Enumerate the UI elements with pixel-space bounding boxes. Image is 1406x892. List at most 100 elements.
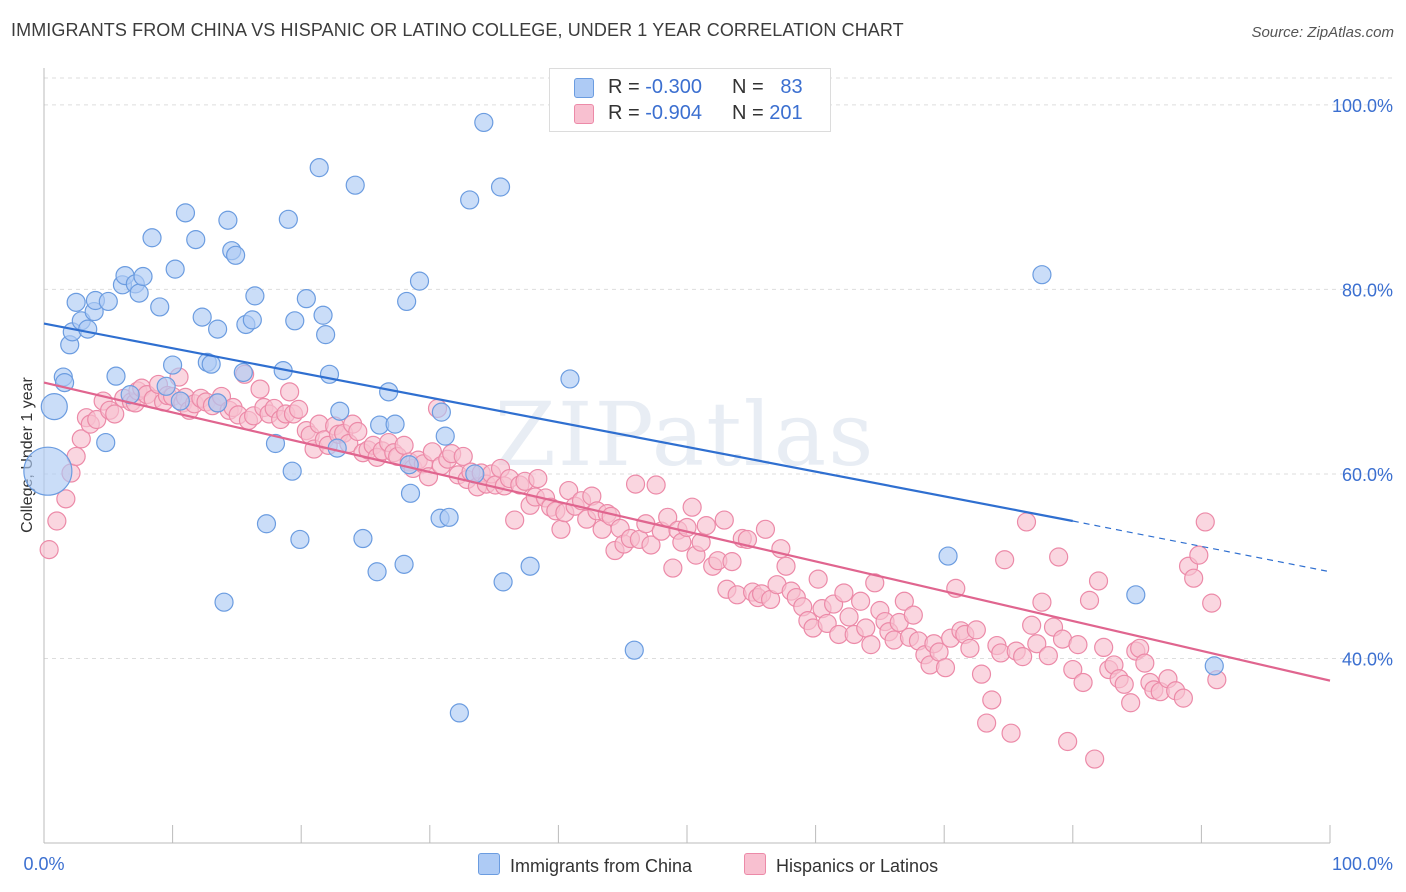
hispanic-point xyxy=(977,713,997,733)
hispanic-point xyxy=(982,690,1002,710)
china-point xyxy=(23,446,73,496)
china-point xyxy=(385,414,405,434)
hispanic-point xyxy=(851,591,871,611)
china-point xyxy=(98,291,118,312)
hispanic-point xyxy=(646,475,666,495)
legend-swatch-china xyxy=(478,853,500,875)
china-point xyxy=(175,203,196,223)
hispanic-point xyxy=(865,573,885,593)
hispanic-point xyxy=(682,497,702,517)
china-point xyxy=(394,554,414,574)
hispanic-point xyxy=(1121,693,1141,713)
legend-item-hispanic[interactable]: Hispanics or Latinos xyxy=(744,853,938,877)
y-tick-label: 60.0% xyxy=(1342,465,1393,485)
hispanic-point xyxy=(528,468,548,489)
hispanic-point xyxy=(1063,659,1083,680)
hispanic-point xyxy=(1184,568,1204,588)
china-point xyxy=(624,640,644,660)
china-point xyxy=(409,271,430,291)
china-point xyxy=(165,259,185,279)
hispanic-point xyxy=(1068,635,1088,655)
china-point xyxy=(278,209,298,229)
china-point xyxy=(156,376,176,396)
china-point xyxy=(208,319,228,339)
hispanic-point xyxy=(903,605,923,625)
x-tick-label: 0.0% xyxy=(23,854,64,874)
hispanic-point xyxy=(1085,749,1105,769)
source-label: Source: ZipAtlas.com xyxy=(1251,24,1394,41)
hispanic-point xyxy=(696,516,716,536)
hispanic-point xyxy=(1058,731,1078,752)
chart-title: IMMIGRANTS FROM CHINA VS HISPANIC OR LAT… xyxy=(11,20,904,40)
n-value-hispanic: 201 xyxy=(769,102,803,124)
china-point xyxy=(142,228,162,248)
hispanic-point xyxy=(995,550,1015,570)
data-points xyxy=(23,112,1227,769)
hispanic-point xyxy=(966,620,986,640)
china-point xyxy=(938,546,958,566)
china-point xyxy=(1032,265,1052,285)
china-point xyxy=(170,391,190,411)
china-point xyxy=(1126,585,1146,605)
china-point xyxy=(290,529,310,550)
n-value-china: 83 xyxy=(780,76,803,98)
china-point xyxy=(296,289,316,309)
china-point xyxy=(133,266,153,287)
legend-label-china: Immigrants from China xyxy=(510,856,693,876)
china-point xyxy=(431,402,451,422)
hispanic-point xyxy=(641,535,661,555)
china-point xyxy=(186,230,206,250)
hispanic-point xyxy=(289,399,309,419)
r-label: R = xyxy=(608,76,640,98)
china-point xyxy=(345,175,365,195)
hispanic-point xyxy=(808,569,828,589)
hispanic-point xyxy=(71,429,91,449)
china-point xyxy=(285,311,305,331)
hispanic-point xyxy=(505,510,525,530)
legend-swatch-china xyxy=(574,78,594,98)
correlation-legend: R = -0.300 N = 83 R = -0.904 N = 201 xyxy=(549,68,831,132)
n-label: N = xyxy=(732,102,764,124)
hispanic-point xyxy=(1202,593,1222,613)
china-point xyxy=(265,433,286,454)
hispanic-point xyxy=(856,618,876,638)
china-point xyxy=(493,572,513,592)
china-point xyxy=(490,177,511,197)
legend-item-china[interactable]: Immigrants from China xyxy=(478,853,692,877)
china-point xyxy=(439,507,459,527)
china-point xyxy=(78,319,98,339)
hispanic-point xyxy=(1135,653,1155,673)
china-point xyxy=(218,210,238,230)
hispanic-point xyxy=(1189,545,1209,565)
hispanic-point xyxy=(776,556,796,576)
r-value-hispanic: -0.904 xyxy=(645,102,702,124)
n-label: N = xyxy=(732,76,764,98)
y-tick-label: 80.0% xyxy=(1342,280,1393,300)
watermark: ZIPatlas xyxy=(495,383,876,486)
hispanic-point xyxy=(1079,590,1100,610)
hispanic-point xyxy=(250,379,270,399)
hispanic-point xyxy=(1001,723,1021,743)
hispanic-point xyxy=(1094,637,1114,658)
hispanic-point xyxy=(1173,688,1193,708)
china-point xyxy=(242,310,262,330)
hispanic-point xyxy=(47,511,67,531)
hispanic-point xyxy=(1049,547,1069,567)
china-point xyxy=(66,292,86,312)
china-point xyxy=(330,401,350,421)
hispanic-point xyxy=(625,474,646,494)
china-point xyxy=(353,528,373,549)
china-point xyxy=(309,158,329,178)
china-point xyxy=(96,432,116,453)
china-point xyxy=(192,307,212,327)
hispanic-point xyxy=(280,382,300,402)
hispanic-point xyxy=(839,607,859,627)
china-point xyxy=(435,426,455,446)
hispanic-point xyxy=(755,519,776,539)
china-point xyxy=(474,112,494,133)
hispanic-point xyxy=(551,519,571,539)
y-tick-label: 100.0% xyxy=(1332,96,1393,116)
axes: 40.0% 60.0% 80.0% 100.0% 0.0% 100.0% xyxy=(23,68,1393,874)
hispanic-point xyxy=(935,658,956,678)
hispanic-point xyxy=(817,613,837,634)
